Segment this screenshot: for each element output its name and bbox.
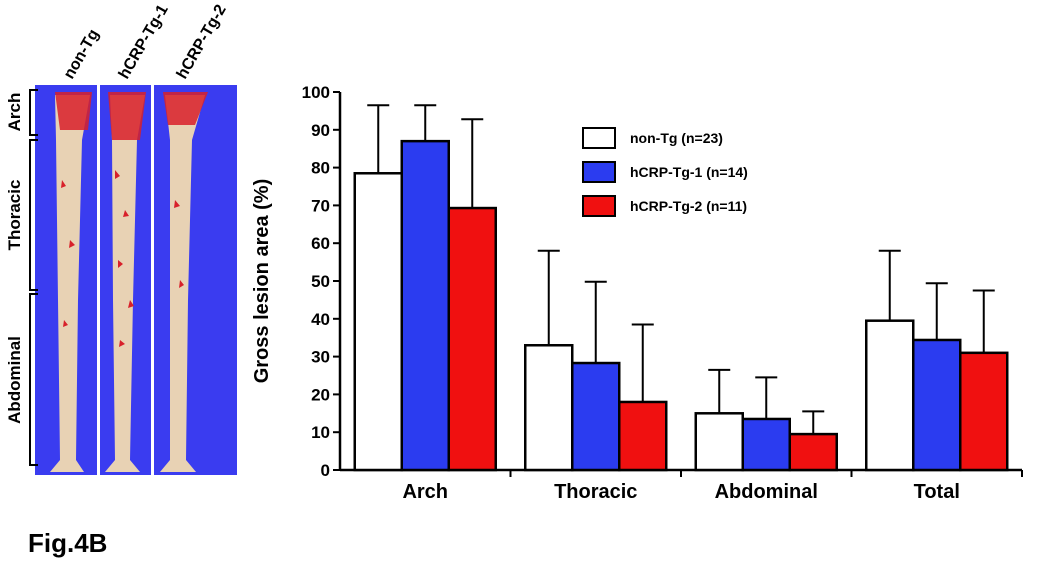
legend-label: non-Tg (n=23)	[630, 130, 723, 146]
region-label: Thoracic	[5, 180, 24, 251]
bar	[618, 400, 668, 472]
x-tick-label: Arch	[402, 481, 448, 503]
y-tick-label: 100	[302, 83, 330, 102]
bar	[400, 139, 450, 472]
bar	[353, 172, 403, 472]
bar	[788, 432, 838, 472]
bar	[912, 338, 962, 472]
x-tick-label: Total	[914, 481, 960, 503]
y-axis-label: Gross lesion area (%)	[251, 179, 273, 384]
legend-swatch	[582, 127, 616, 149]
y-tick-label: 90	[311, 121, 330, 140]
region-label: Arch	[5, 93, 24, 132]
x-tick-label: Thoracic	[554, 481, 637, 503]
photo-divider	[151, 85, 154, 475]
region-label: Abdominal	[5, 336, 24, 424]
bar	[741, 417, 791, 472]
column-label: non-Tg	[61, 27, 103, 82]
y-tick-label: 40	[311, 310, 330, 329]
aorta	[50, 95, 90, 472]
y-tick-label: 30	[311, 348, 330, 367]
column-label: hCRP-Tg-1	[116, 2, 172, 82]
y-tick-label: 70	[311, 196, 330, 215]
y-tick-label: 10	[311, 423, 330, 442]
y-tick-label: 60	[311, 234, 330, 253]
column-label: hCRP-Tg-2	[174, 2, 230, 82]
bar	[524, 344, 574, 472]
y-tick-label: 50	[311, 272, 330, 291]
photo-divider	[97, 85, 100, 475]
y-tick-label: 20	[311, 385, 330, 404]
legend-swatch	[582, 161, 616, 183]
y-tick-label: 80	[311, 159, 330, 178]
photo: Arch Thoracic Abdominal non-Tg hCRP-Tg-1…	[5, 2, 237, 475]
aorta	[105, 95, 145, 472]
figure-label: Fig.4B	[28, 528, 107, 558]
bar	[694, 412, 744, 472]
x-tick-label: Abdominal	[715, 481, 818, 503]
bar	[447, 206, 497, 472]
legend-swatch	[582, 195, 616, 217]
lesion	[55, 92, 208, 140]
region-brackets	[29, 89, 38, 466]
bar	[571, 361, 621, 472]
bar	[959, 351, 1009, 472]
legend-label: hCRP-Tg-1 (n=14)	[630, 164, 748, 180]
legend-label: hCRP-Tg-2 (n=11)	[630, 198, 747, 214]
y-tick-label: 0	[321, 461, 330, 480]
bar	[865, 319, 915, 472]
